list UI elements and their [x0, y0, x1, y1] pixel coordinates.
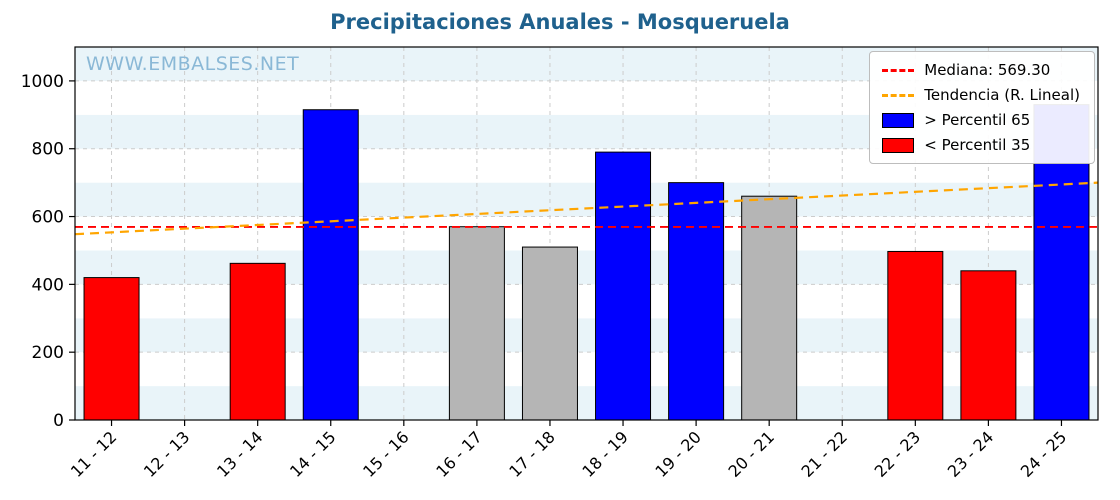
background-band	[75, 284, 1098, 319]
below-percentile-swatch-icon	[882, 137, 915, 153]
median-line-icon	[882, 68, 915, 72]
background-band	[75, 216, 1098, 251]
y-tick-label: 0	[53, 411, 64, 431]
legend-item-above-percentile: > Percentil 65	[882, 111, 1080, 129]
y-tick-label: 1000	[21, 72, 64, 92]
x-tick-label: 18 - 19	[578, 427, 632, 481]
legend-label: < Percentil 35	[924, 136, 1031, 154]
watermark: WWW.EMBALSES.NET	[86, 53, 300, 75]
legend-item-below-percentile: < Percentil 35	[882, 136, 1080, 154]
trend-line	[74, 181, 1099, 236]
bar	[887, 250, 944, 421]
background-band	[75, 250, 1098, 285]
bar	[960, 270, 1017, 421]
legend-item-median: Mediana: 569.30	[882, 61, 1080, 79]
bar	[83, 277, 140, 421]
x-tick-label: 12 - 13	[140, 427, 194, 481]
background-band	[75, 386, 1098, 420]
y-tick-label: 400	[32, 275, 64, 295]
y-tick-label: 200	[32, 343, 64, 363]
legend-label: > Percentil 65	[924, 111, 1031, 129]
legend: Mediana: 569.30 Tendencia (R. Lineal) > …	[869, 51, 1095, 164]
x-tick-label: 17 - 18	[505, 427, 559, 481]
bar	[448, 226, 505, 421]
legend-label: Mediana: 569.30	[924, 61, 1051, 79]
bar	[741, 195, 798, 421]
background-band	[75, 352, 1098, 387]
x-tick-label: 11 - 12	[67, 427, 121, 481]
bar	[668, 182, 725, 421]
y-tick-label: 800	[32, 140, 64, 160]
x-tick-label: 22 - 23	[871, 427, 925, 481]
bar	[595, 151, 652, 421]
x-tick-label: 13 - 14	[213, 427, 267, 481]
x-tick-label: 15 - 16	[359, 427, 413, 481]
x-tick-label: 23 - 24	[944, 427, 998, 481]
x-tick-label: 24 - 25	[1017, 427, 1071, 481]
chart-title: Precipitaciones Anuales - Mosqueruela	[330, 10, 790, 34]
x-tick-label: 20 - 21	[724, 427, 778, 481]
bar	[521, 246, 578, 421]
x-tick-label: 19 - 20	[651, 427, 705, 481]
bar	[302, 109, 359, 421]
legend-label: Tendencia (R. Lineal)	[924, 86, 1080, 104]
x-tick-label: 14 - 15	[286, 427, 340, 481]
plot-frame	[74, 46, 1099, 421]
y-tick-label: 600	[32, 208, 64, 228]
x-tick-label: 16 - 17	[432, 427, 486, 481]
bar	[229, 262, 286, 421]
above-percentile-swatch-icon	[882, 112, 915, 128]
trend-line-icon	[882, 93, 915, 97]
x-tick-label: 21 - 22	[798, 427, 852, 481]
background-band	[75, 318, 1098, 353]
legend-item-trend: Tendencia (R. Lineal)	[882, 86, 1080, 104]
background-band	[75, 182, 1098, 217]
